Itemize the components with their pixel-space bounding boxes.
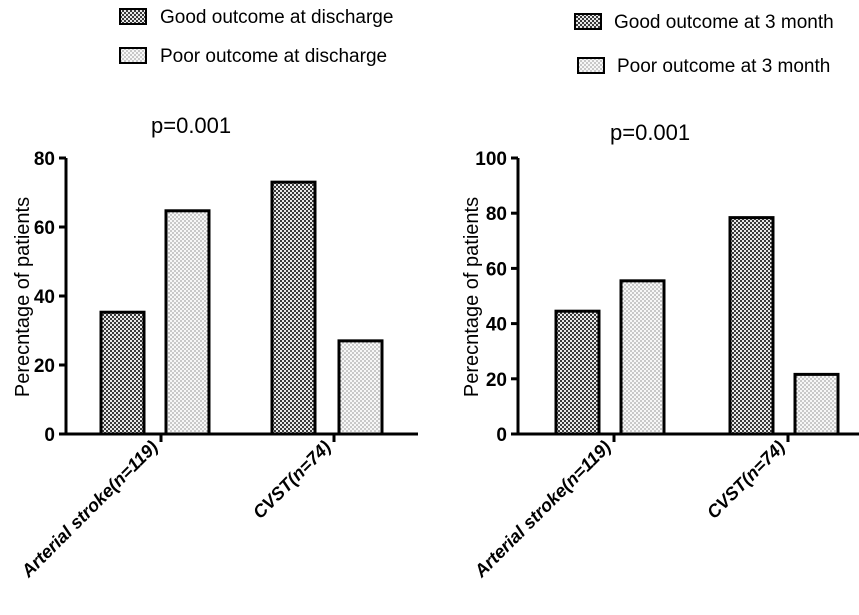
y-tick-label: 0 [44,425,55,446]
bars-discharge [101,182,382,434]
y-tick-label: 80 [34,149,55,170]
x-category-label: CVST(n=74) [249,437,335,523]
x-category-label: CVST(n=74) [703,437,789,523]
category-labels-discharge: Arterial stroke(n=119) CVST(n=74) [17,434,335,582]
legend-swatch-poor-3month [578,58,604,73]
category-labels-3month: Arterial stroke(n=119) CVST(n=74) [470,434,789,582]
chart-discharge: Good outcome at discharge Poor outcome a… [12,7,418,582]
x-category-label: Arterial stroke(n=119) [470,437,615,582]
y-tick-label: 0 [496,425,507,446]
bar-good-cvst [730,218,773,434]
bar-poor-arterial [621,281,664,434]
y-tick-label: 60 [486,259,507,280]
y-tick-label: 100 [475,149,507,170]
x-category-label: Arterial stroke(n=119) [17,437,162,582]
legend-label-poor-discharge: Poor outcome at discharge [160,46,387,67]
legend-swatch-good-discharge [120,9,146,24]
p-value-discharge: p=0.001 [151,113,231,138]
y-tick-label: 40 [34,287,55,308]
bar-good-arterial [101,312,144,434]
legend-swatch-poor-discharge [120,48,146,63]
y-tick-label: 40 [486,315,507,336]
legend-3month: Good outcome at 3 month Poor outcome at … [575,12,834,77]
bars-3month [556,218,838,434]
bar-poor-cvst [339,341,382,434]
legend-label-good-discharge: Good outcome at discharge [160,7,393,28]
chart-3month: Good outcome at 3 month Poor outcome at … [461,12,859,582]
y-ticks-discharge: 0 20 40 60 80 [34,149,66,446]
y-tick-label: 20 [34,356,55,377]
legend-discharge: Good outcome at discharge Poor outcome a… [120,7,393,67]
y-axis-label-discharge: Perecntage of patients [12,197,34,397]
legend-swatch-good-3month [575,14,601,29]
y-tick-label: 20 [486,370,507,391]
y-tick-label: 80 [486,204,507,225]
bar-poor-cvst [795,374,838,434]
p-value-3month: p=0.001 [610,120,690,145]
bar-poor-arterial [166,211,209,434]
bar-good-arterial [556,311,599,434]
bar-good-cvst [272,182,315,434]
legend-label-good-3month: Good outcome at 3 month [614,12,834,33]
y-axis-label-3month: Perecntage of patients [461,197,483,397]
legend-label-poor-3month: Poor outcome at 3 month [617,56,830,77]
y-tick-label: 60 [34,218,55,239]
